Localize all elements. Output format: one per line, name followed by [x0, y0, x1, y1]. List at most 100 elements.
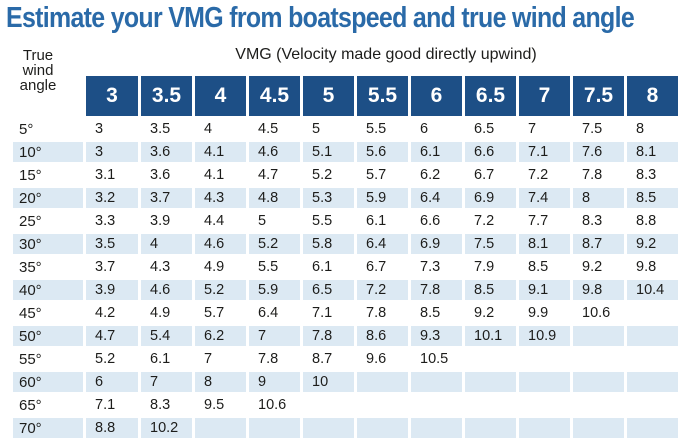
vmg-cell: 5.7 [357, 165, 408, 185]
vmg-cell: 6.1 [357, 211, 408, 231]
vmg-cell: 6.5 [465, 119, 516, 139]
vmg-cell: 7.2 [465, 211, 516, 231]
vmg-cell: 8 [627, 119, 678, 139]
angle-label-line: wind [22, 62, 54, 79]
speed-header: 5.5 [357, 76, 408, 116]
vmg-cell: 8 [195, 372, 246, 392]
vmg-cell: 5.5 [357, 119, 408, 139]
speed-header: 6.5 [465, 76, 516, 116]
vmg-cell: 7.8 [249, 349, 300, 369]
vmg-cell [519, 418, 570, 438]
vmg-cell: 6.4 [357, 234, 408, 254]
vmg-cell [357, 395, 408, 415]
vmg-cell [249, 418, 300, 438]
vmg-cell [357, 418, 408, 438]
vmg-cell: 4.3 [195, 188, 246, 208]
vmg-cell: 10.2 [141, 418, 192, 438]
vmg-cell: 5.6 [357, 142, 408, 162]
vmg-cell: 9.3 [411, 326, 462, 346]
vmg-cell: 6 [411, 119, 462, 139]
speed-header: 4.5 [249, 76, 300, 116]
vmg-cell: 8.7 [303, 349, 354, 369]
vmg-cell: 3 [86, 142, 138, 162]
speed-header: 3 [86, 76, 138, 116]
vmg-cell [519, 349, 570, 369]
angle-label-line: angle [19, 77, 57, 94]
vmg-cell: 5.7 [195, 303, 246, 323]
vmg-cell: 5.3 [303, 188, 354, 208]
vmg-cell: 7.1 [86, 395, 138, 415]
vmg-cell: 10.6 [249, 395, 300, 415]
angle-cell: 50° [13, 326, 83, 346]
speed-header: 7.5 [573, 76, 624, 116]
speed-header: 8 [627, 76, 678, 116]
vmg-cell: 10.9 [519, 326, 570, 346]
vmg-cell: 5.2 [86, 349, 138, 369]
true-wind-angle-label: True wind angle [8, 48, 68, 93]
vmg-cell: 7 [249, 326, 300, 346]
vmg-cell: 8.3 [627, 165, 678, 185]
angle-cell: 25° [13, 211, 83, 231]
speed-header: 5 [303, 76, 354, 116]
vmg-cell: 10 [303, 372, 354, 392]
vmg-cell: 9 [249, 372, 300, 392]
vmg-cell: 3.7 [141, 188, 192, 208]
table-row: 40° 3.9 4.6 5.2 5.9 6.5 7.2 7.8 8.5 9.1 9.8 10.4 [13, 280, 678, 300]
vmg-cell: 4.1 [195, 142, 246, 162]
vmg-cell: 6.4 [249, 303, 300, 323]
vmg-cell: 8.8 [86, 418, 138, 438]
vmg-cell [465, 349, 516, 369]
table-row: 50° 4.7 5.4 6.2 7 7.8 8.6 9.3 10.1 10.9 [13, 326, 678, 346]
vmg-cell [303, 418, 354, 438]
vmg-cell: 4.9 [195, 257, 246, 277]
vmg-cell [465, 372, 516, 392]
vmg-cell: 5.4 [141, 326, 192, 346]
table-row: 65° 7.1 8.3 9.5 10.6 [13, 395, 678, 415]
vmg-cell: 9.1 [519, 280, 570, 300]
vmg-cell: 8.5 [627, 188, 678, 208]
vmg-cell: 7 [141, 372, 192, 392]
vmg-cell: 6 [86, 372, 138, 392]
header-corner [13, 76, 83, 116]
vmg-cell [411, 372, 462, 392]
vmg-cell: 3.7 [86, 257, 138, 277]
header-row: 3 3.5 4 4.5 5 5.5 6 6.5 7 7.5 8 [13, 76, 678, 116]
vmg-cell: 8.8 [627, 211, 678, 231]
vmg-cell: 6.1 [141, 349, 192, 369]
angle-cell: 30° [13, 234, 83, 254]
vmg-cell: 7.3 [411, 257, 462, 277]
angle-cell: 10° [13, 142, 83, 162]
vmg-cell: 10.4 [627, 280, 678, 300]
angle-cell: 70° [13, 418, 83, 438]
vmg-cell: 8.3 [141, 395, 192, 415]
table-row: 30° 3.5 4 4.6 5.2 5.8 6.4 6.9 7.5 8.1 8.7 9.2 [13, 234, 678, 254]
vmg-cell: 8.1 [519, 234, 570, 254]
vmg-cell: 4.3 [141, 257, 192, 277]
vmg-cell: 7.5 [465, 234, 516, 254]
table-row: 70° 8.8 10.2 [13, 418, 678, 438]
vmg-cell: 3.3 [86, 211, 138, 231]
vmg-cell: 10.6 [573, 303, 624, 323]
vmg-cell: 7.6 [573, 142, 624, 162]
vmg-cell: 7.5 [573, 119, 624, 139]
vmg-cell: 10.5 [411, 349, 462, 369]
vmg-cell: 7.9 [465, 257, 516, 277]
vmg-cell: 9.5 [195, 395, 246, 415]
vmg-cell: 6.2 [411, 165, 462, 185]
vmg-cell [519, 372, 570, 392]
vmg-cell: 5.9 [249, 280, 300, 300]
vmg-cell [411, 395, 462, 415]
vmg-cell [573, 395, 624, 415]
vmg-cell: 7 [519, 119, 570, 139]
table-row: 35° 3.7 4.3 4.9 5.5 6.1 6.7 7.3 7.9 8.5 9.2 9.8 [13, 257, 678, 277]
table-row: 55° 5.2 6.1 7 7.8 8.7 9.6 10.5 [13, 349, 678, 369]
vmg-cell: 6.5 [303, 280, 354, 300]
vmg-cell: 5 [249, 211, 300, 231]
vmg-cell: 9.2 [465, 303, 516, 323]
vmg-cell: 3.5 [141, 119, 192, 139]
vmg-cell: 8 [573, 188, 624, 208]
vmg-cell: 6.1 [303, 257, 354, 277]
vmg-cell: 4.7 [249, 165, 300, 185]
vmg-cell: 3.9 [86, 280, 138, 300]
vmg-cell: 4.5 [249, 119, 300, 139]
